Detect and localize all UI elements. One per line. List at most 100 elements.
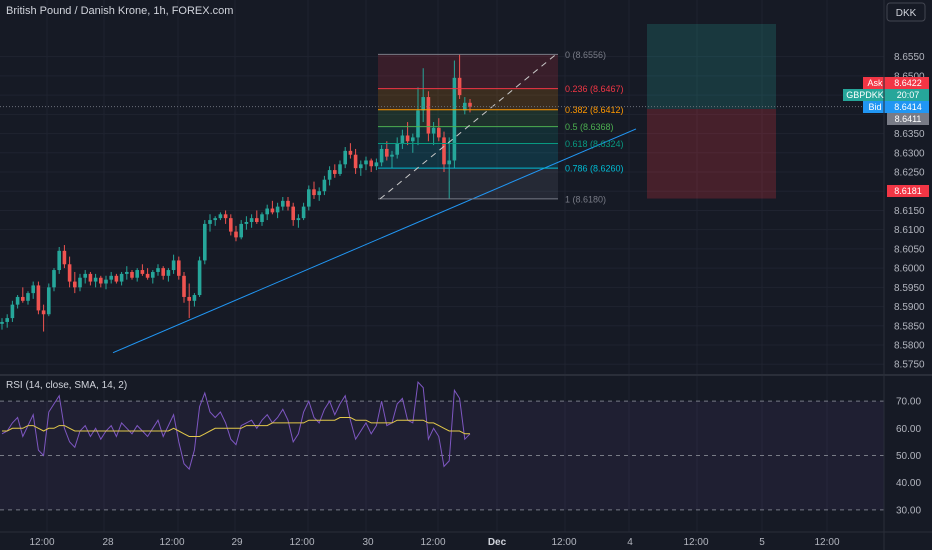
candle-body (166, 270, 171, 276)
stop-price: 8.6181 (894, 186, 922, 196)
candle-body (447, 160, 451, 165)
candle-body (390, 154, 394, 157)
fib-level-label: 0 (8.6556) (565, 50, 606, 60)
candle-body (457, 77, 462, 96)
candle-body (338, 164, 342, 174)
fib-retracement-levels[interactable]: 0 (8.6556) 0.236 (8.6467) 0.382 (8.6412) 0.… (378, 50, 624, 205)
chart-title: British Pound / Danish Krone, 1h, FOREX.… (6, 5, 233, 17)
ask-price-bg (887, 77, 929, 89)
candle-body (218, 214, 223, 219)
candle-body (109, 275, 113, 280)
price-tick-label: 8.5750 (894, 360, 925, 371)
candle-body (104, 279, 108, 284)
currency-button-frame[interactable] (886, 2, 926, 22)
fib-trend-line[interactable] (379, 53, 557, 200)
candle-body (62, 250, 67, 265)
countdown-bg (887, 89, 929, 101)
fib-zone (378, 109, 558, 127)
time-tick-label: 5 (759, 537, 765, 548)
time-tick-label: 12:00 (551, 537, 576, 548)
time-tick-label: 12:00 (289, 537, 314, 548)
time-axis[interactable]: 12:00 28 12:00 29 12:00 30 12:00 Dec 12:00 4 12:00… (29, 537, 839, 548)
currency-button-label[interactable]: DKK (896, 8, 917, 19)
candle-body (317, 191, 321, 196)
candle-body (119, 273, 124, 282)
candle-body (442, 137, 446, 165)
candle-body (239, 223, 243, 238)
time-tick-label: 12:00 (159, 537, 184, 548)
candle-body (52, 270, 56, 288)
bar-countdown: 20:07 (897, 90, 920, 100)
bid-label: Bid (868, 102, 881, 112)
price-tick-label: 8.5850 (894, 321, 925, 332)
fib-level-label: 1 (8.6180) (565, 194, 606, 204)
price-tick-label: 8.5950 (894, 283, 925, 294)
price-axis[interactable]: 8.65508.65008.64508.64008.63508.63008.62… (894, 52, 925, 371)
candle-body (125, 271, 129, 274)
candle-body (255, 218, 259, 222)
price-tick-label: 8.6150 (894, 206, 925, 217)
fib-zone (378, 168, 558, 199)
candle-body (374, 162, 379, 167)
candle-body (426, 97, 431, 134)
fib-zone (378, 143, 558, 169)
candle-body (161, 268, 165, 276)
price-tick-label: 8.6100 (894, 225, 925, 236)
candle-body (57, 250, 61, 271)
price-tick-label: 8.6300 (894, 148, 925, 159)
price-tick-label: 8.6350 (894, 129, 925, 140)
long-position-tool[interactable] (647, 24, 776, 199)
candle-body (114, 275, 119, 282)
candle-body (385, 148, 389, 157)
candle-body (400, 135, 405, 144)
rsi-axis[interactable]: 70.00 60.00 50.00 40.00 30.00 (896, 397, 921, 517)
candle-body (405, 135, 410, 142)
candle-body (93, 277, 98, 282)
candle-body (182, 275, 186, 297)
time-tick-label: 4 (627, 537, 633, 548)
candle-body (31, 285, 35, 294)
price-tick-label: 8.6050 (894, 244, 925, 255)
time-tick-label: 30 (362, 537, 374, 548)
time-tick-label: 28 (102, 537, 114, 548)
candle-body (463, 102, 467, 111)
candle-body (208, 220, 212, 224)
rsi-tick-label: 60.00 (896, 424, 921, 435)
candle-body (286, 200, 290, 207)
candle-body (369, 160, 373, 167)
loss-zone[interactable] (647, 108, 776, 199)
candle-body (223, 214, 228, 219)
rsi-tick-label: 50.00 (896, 451, 921, 462)
candle-body (156, 268, 160, 272)
candle-body (99, 277, 103, 284)
candle-body (192, 295, 197, 301)
candle-body (83, 273, 87, 278)
candle-body (411, 137, 415, 142)
fib-level-label: 0.382 (8.6412) (565, 105, 624, 115)
rsi-ma-line (2, 417, 470, 437)
fib-zone (378, 126, 558, 144)
candle-body (213, 218, 217, 221)
candle-body (307, 189, 311, 207)
price-badges: Ask 8.6422 GBPDKK 20:07 Bid 8.6414 8.641… (843, 77, 929, 197)
candle-body (421, 97, 425, 111)
profit-zone[interactable] (647, 24, 776, 109)
candle-body (301, 206, 306, 219)
bid-price-bg (887, 101, 929, 113)
trendline[interactable] (112, 128, 637, 354)
rsi-tick-label: 40.00 (896, 478, 921, 489)
price-tick-label: 8.6500 (894, 71, 925, 82)
candle-body (281, 200, 285, 207)
candle-body (343, 150, 347, 165)
candle-body (88, 273, 93, 282)
candle-body (5, 318, 9, 322)
candle-body (249, 218, 254, 222)
candle-body (78, 277, 82, 288)
candle-body (140, 270, 145, 274)
candle-body (260, 214, 264, 222)
candle-body (322, 179, 327, 192)
candle-body (395, 143, 399, 155)
currency-button[interactable]: DKK (886, 2, 926, 22)
